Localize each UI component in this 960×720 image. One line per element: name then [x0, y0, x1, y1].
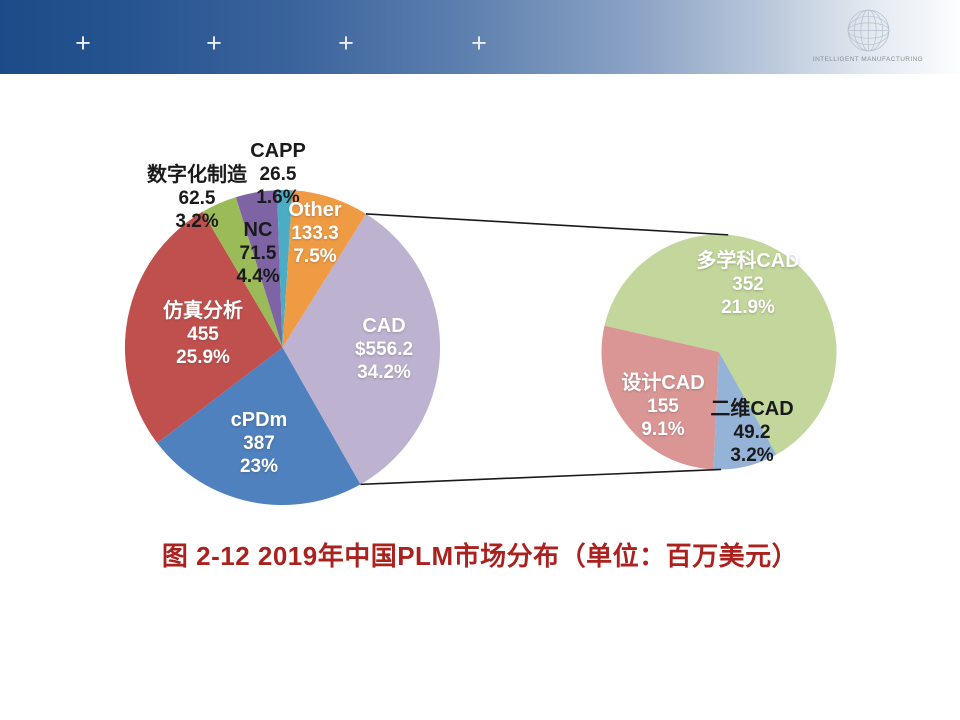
pie-1-slice-2	[601, 325, 719, 470]
slice-label-simulation-analysis: 仿真分析 455 25.9%	[163, 300, 243, 369]
figure-caption: 图 2-12 2019年中国PLM市场分布（单位：百万美元）	[161, 541, 799, 571]
slice-value: 71.5	[239, 243, 277, 264]
slice-name: cPDm	[230, 409, 288, 431]
logo: INTELLIGENT MANUFACTURING	[812, 8, 924, 63]
pie-0-slice-1	[157, 347, 361, 506]
slice-percent: 21.9%	[721, 297, 775, 318]
slice-percent: 4.4%	[236, 266, 280, 287]
slice-name: 数字化制造	[147, 164, 247, 186]
slice-value: 26.5	[259, 164, 297, 185]
slice-label-other: Other 133.3 7.5%	[288, 199, 341, 268]
pie-0-slice-6	[282, 190, 366, 348]
pie-connector-line	[360, 468, 722, 486]
slice-label-nc: NC 71.5 4.4%	[236, 219, 279, 288]
slice-label-capp: CAPP 26.5 1.6%	[250, 140, 306, 209]
slice-label-cad: CAD $556.2 34.2%	[355, 315, 413, 384]
logo-caption: INTELLIGENT MANUFACTURING	[812, 56, 924, 63]
slice-label-2d-cad: 二维CAD 49.2 3.2%	[710, 398, 793, 467]
pie-0-slice-2	[124, 211, 283, 443]
slice-percent: 1.6%	[256, 187, 300, 208]
slice-value: 62.5	[178, 188, 216, 209]
slice-name: Other	[288, 199, 342, 221]
slice-label-multidiscipline-cad: 多学科CAD 352 21.9%	[696, 250, 799, 319]
pie-1-slice-0	[604, 234, 837, 455]
pie-0-slice-3	[202, 197, 283, 348]
slice-percent: 23%	[239, 456, 279, 477]
slice-percent: 25.9%	[176, 347, 230, 368]
slice-percent: 3.2%	[175, 211, 219, 232]
pie-connector-line	[365, 213, 729, 236]
pie-0-slice-5	[277, 189, 293, 348]
pie-1-slice-1	[713, 352, 777, 470]
slice-value: $556.2	[354, 339, 414, 360]
plus-icon: +	[338, 28, 354, 58]
wireframe-globe-icon	[847, 9, 889, 52]
slice-label-digital-manufacturing: 数字化制造 62.5 3.2%	[147, 164, 247, 233]
slice-value: 49.2	[733, 422, 771, 443]
slice-name: CAD	[362, 315, 406, 337]
plus-icon: +	[206, 28, 222, 58]
plus-icon: +	[75, 28, 91, 58]
slice-percent: 34.2%	[357, 362, 411, 383]
slice-percent: 3.2%	[730, 445, 774, 466]
slice-name: NC	[243, 219, 273, 241]
slice-label-cpdm: cPDm 387 23%	[231, 409, 288, 478]
slice-value: 352	[732, 274, 764, 295]
slice-name: CAPP	[250, 140, 306, 162]
slice-name: 二维CAD	[710, 398, 794, 420]
header-banner: + + + + INTELLIGENT MANUFACTURING	[0, 0, 960, 74]
slice-percent: 7.5%	[293, 246, 337, 267]
slice-label-design-cad: 设计CAD 155 9.1%	[621, 372, 704, 441]
slice-name: 多学科CAD	[696, 250, 800, 272]
slice-value: 133.3	[291, 223, 339, 244]
pie-0-slice-4	[235, 190, 283, 348]
slice-name: 仿真分析	[163, 300, 243, 322]
plus-icon: +	[471, 28, 487, 58]
slice-name: 设计CAD	[621, 372, 705, 394]
slice-value: 155	[647, 396, 679, 417]
slice-percent: 9.1%	[641, 419, 685, 440]
slice-value: 455	[187, 324, 219, 345]
pie-0-slice-0	[282, 213, 441, 485]
slice-value: 387	[243, 433, 275, 454]
